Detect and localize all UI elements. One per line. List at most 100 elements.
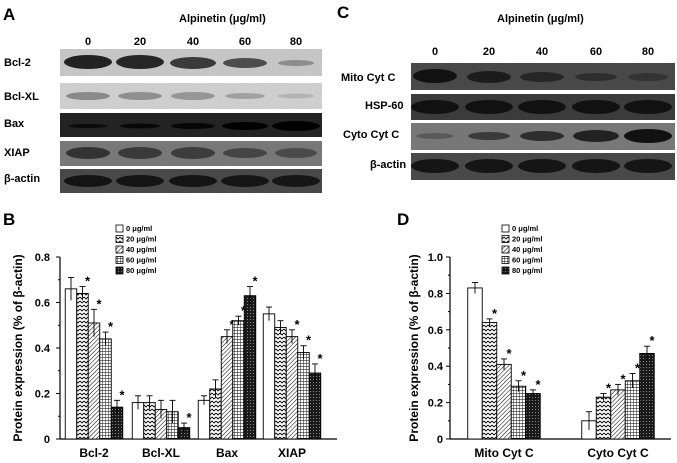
legend-label: 0 μg/ml <box>512 224 538 233</box>
blot-row-cyto-cyt-c: Cyto Cyt C <box>343 123 675 150</box>
legend-label: 40 μg/ml <box>512 245 542 254</box>
bar <box>639 353 655 440</box>
dose-label: 0 <box>432 46 438 58</box>
dose-label: 20 <box>134 36 146 48</box>
blot-band <box>275 148 317 158</box>
bar <box>262 313 276 440</box>
blot-band <box>171 123 215 129</box>
significance-star: * <box>620 371 626 386</box>
blot-band <box>575 73 617 81</box>
x-tick-label: Cyto Cyt C <box>587 446 649 460</box>
bar <box>232 320 245 440</box>
blot-band <box>64 55 112 69</box>
panel-a: A Alpinetin (μg/ml) 0 20 40 60 80 Bcl-2 … <box>3 5 322 193</box>
blot-a-dose-labels: 0 20 40 60 80 <box>85 36 302 48</box>
y-tick-label: 0.2 <box>428 398 443 410</box>
blot-row-bax: Bax <box>4 113 322 137</box>
bar <box>297 352 310 440</box>
blot-band <box>66 92 110 100</box>
row-label: β-actin <box>370 159 406 171</box>
significance-star: * <box>649 333 655 348</box>
blot-band <box>68 124 108 128</box>
y-tick-label: 0.8 <box>35 252 50 264</box>
blot-a-rows: Bcl-2 Bcl-XL Bax <box>4 49 322 193</box>
legend-swatch <box>115 224 124 233</box>
blot-band <box>278 93 314 99</box>
row-label: β-actin <box>4 173 40 185</box>
bar <box>64 288 78 440</box>
blot-band <box>116 55 164 69</box>
blot-band <box>572 159 620 173</box>
x-tick-label: Bcl-XL <box>142 446 180 460</box>
bar <box>220 336 234 440</box>
panel-letter-d: D <box>397 210 409 229</box>
legend-swatch <box>501 256 510 264</box>
y-axis-label: Protein expression (% of β-actin) <box>11 254 25 441</box>
bar <box>308 372 322 440</box>
blot-band <box>170 57 216 69</box>
row-label: HSP-60 <box>365 100 404 112</box>
legend-label: 0 μg/ml <box>126 224 152 233</box>
blot-band <box>518 100 566 114</box>
row-label: XIAP <box>4 147 30 159</box>
x-tick-label: XIAP <box>278 446 306 460</box>
blot-band <box>223 148 267 158</box>
blot-band <box>573 130 619 142</box>
significance-star: * <box>306 333 312 348</box>
x-tick-label: Mito Cyt C <box>474 446 534 460</box>
legend-swatch <box>501 266 510 275</box>
blot-band <box>465 159 513 173</box>
legend-label: 60 μg/ml <box>126 256 156 265</box>
blot-row-beta-actin: β-actin <box>370 153 675 180</box>
y-axis-label: Protein expression (% of β-actin) <box>407 254 421 441</box>
blot-band <box>171 92 215 100</box>
legend-label: 40 μg/ml <box>126 245 156 254</box>
row-label: Bax <box>4 118 25 130</box>
blot-row-hsp-60: HSP-60 <box>365 94 675 120</box>
significance-star: * <box>606 381 612 396</box>
blot-band <box>411 100 459 114</box>
blot-row-bcl-2: Bcl-2 <box>4 49 322 76</box>
blot-a-title: Alpinetin (μg/ml) <box>179 13 266 25</box>
blot-band <box>225 93 265 99</box>
legend-swatch <box>115 245 124 254</box>
significance-star: * <box>492 306 498 321</box>
legend-label: 80 μg/ml <box>512 266 542 275</box>
blot-band <box>624 100 672 114</box>
significance-star: * <box>108 319 114 334</box>
significance-star: * <box>521 368 527 383</box>
blot-band <box>272 175 320 187</box>
blot-band <box>278 60 314 66</box>
blot-band <box>518 159 566 173</box>
bar <box>467 287 483 440</box>
bar <box>76 292 89 440</box>
bar <box>197 399 211 440</box>
blot-band <box>520 131 564 141</box>
dose-label: 80 <box>642 46 654 58</box>
y-tick-label: 0 <box>44 434 50 446</box>
panel-letter-b: B <box>3 210 15 229</box>
legend-swatch <box>115 266 124 275</box>
bar <box>243 295 257 440</box>
y-tick-label: 0.6 <box>35 298 50 310</box>
blot-c-dose-labels: 0 20 40 60 80 <box>432 46 654 58</box>
legend-label: 20 μg/ml <box>512 235 542 244</box>
row-label: Bcl-2 <box>4 57 31 69</box>
blot-band <box>272 121 320 131</box>
significance-star: * <box>119 387 125 402</box>
y-tick-label: 0.8 <box>428 288 443 300</box>
blot-c-rows: Mito Cyt C HSP-60 Cyto Cyt C <box>341 63 675 180</box>
panel-letter-a: A <box>3 5 15 24</box>
bar <box>525 393 541 440</box>
blot-band <box>118 147 162 159</box>
blot-band <box>416 133 454 139</box>
blot-band <box>171 147 215 159</box>
dose-label: 80 <box>290 36 302 48</box>
y-tick-label: 0.6 <box>428 325 443 337</box>
dose-label: 60 <box>239 36 251 48</box>
blot-band <box>624 129 672 143</box>
bar <box>99 338 112 440</box>
legend-swatch <box>115 256 124 264</box>
bar <box>496 363 512 440</box>
